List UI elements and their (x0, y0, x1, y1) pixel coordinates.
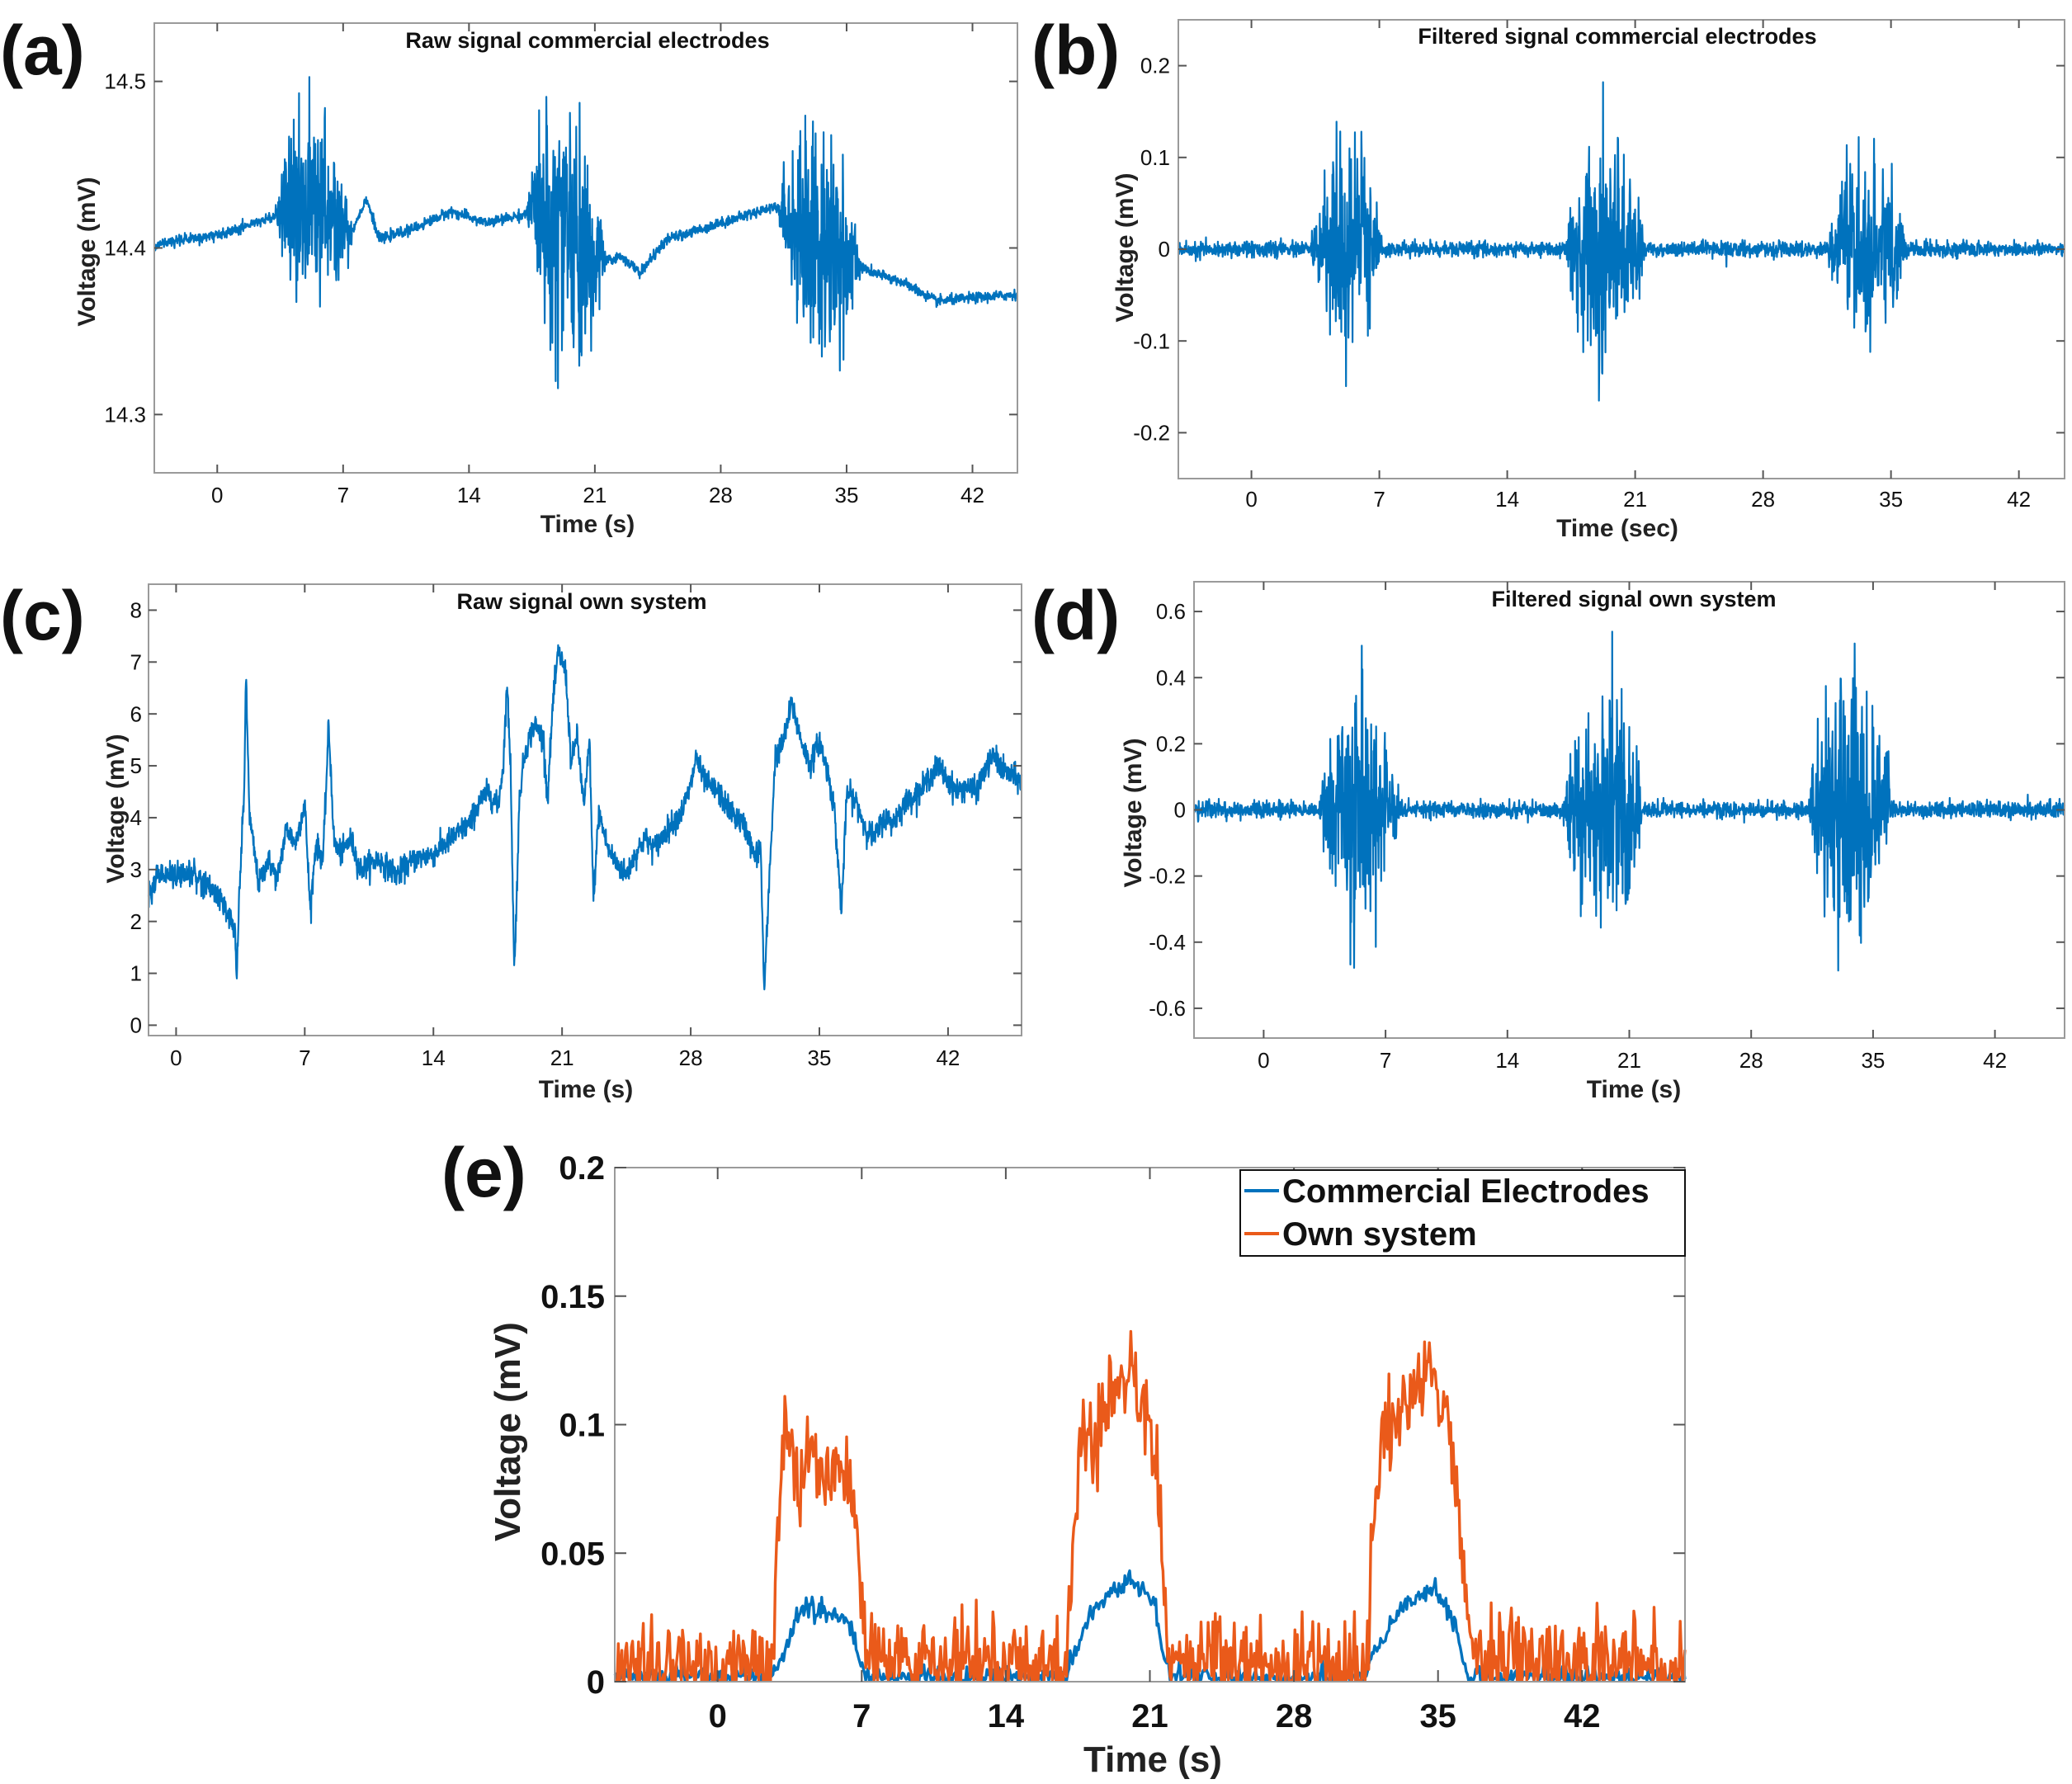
y-tick-label: 0.05 (540, 1536, 605, 1572)
panel-e-xlabel: Time (s) (1083, 1739, 1222, 1780)
y-tick-label: 3 (130, 857, 142, 882)
y-tick-label: 2 (130, 909, 142, 934)
series-line-raw-signal (153, 76, 1019, 389)
y-tick-label: 0 (587, 1664, 605, 1701)
panel-b-filtered-commercial: (b) Filtered signal commercial electrode… (1031, 12, 2066, 542)
x-tick-label: 21 (1131, 1698, 1168, 1734)
y-tick-label: 0.2 (1156, 731, 1186, 756)
plot-frame (148, 583, 1022, 1036)
y-tick-label: 8 (130, 598, 142, 623)
x-tick-label: 0 (170, 1045, 182, 1070)
panel-b-xlabel: Time (sec) (1556, 515, 1678, 542)
panel-b-letter: (b) (1031, 12, 1120, 89)
x-tick-label: 35 (1861, 1048, 1885, 1073)
y-tick-label: 0.2 (559, 1150, 605, 1187)
panel-d-xlabel: Time (s) (1587, 1076, 1681, 1103)
x-tick-label: 0 (709, 1698, 727, 1734)
panel-d-ylabel: Voltage (mV) (1120, 738, 1147, 887)
y-tick-label: -0.2 (1149, 864, 1186, 889)
y-tick-label: 14.3 (104, 402, 146, 427)
y-tick-label: 1 (130, 961, 142, 986)
x-tick-label: 21 (550, 1045, 574, 1070)
panel-d-title: Filtered signal own system (1491, 587, 1776, 611)
panel-e-envelopes: (e) 0 7 14 21 28 35 42 0 0.05 0.1 0.15 0.2 Time (s)… (441, 1134, 1687, 1780)
panel-a-xlabel: Time (s) (540, 511, 635, 538)
legend-label-own-system: Own system (1282, 1216, 1477, 1253)
x-tick-label: 35 (1879, 487, 1903, 512)
y-tick-label: 4 (130, 805, 142, 830)
x-tick-label: 7 (1380, 1048, 1391, 1073)
x-tick-label: 28 (1276, 1698, 1313, 1734)
panel-e-legend: Commercial Electrodes Own system (1239, 1169, 1686, 1257)
panel-e-letter: (e) (441, 1134, 526, 1211)
x-tick-label: 21 (1623, 487, 1647, 512)
panel-b-title: Filtered signal commercial electrodes (1418, 24, 1816, 49)
x-tick-label: 42 (1564, 1698, 1601, 1734)
panel-c-title: Raw signal own system (456, 589, 706, 614)
y-tick-label: 6 (130, 701, 142, 726)
panel-a-ylabel: Voltage (mV) (73, 177, 101, 326)
series-line-filtered-signal (1177, 81, 2066, 402)
y-tick-label: 0.6 (1156, 599, 1186, 624)
y-tick-label: 14.4 (104, 236, 146, 261)
series-line-own-system (614, 1329, 1687, 1683)
panel-b-ylabel: Voltage (mV) (1112, 172, 1139, 322)
y-tick-label: 0 (130, 1013, 142, 1038)
y-tick-label: 0.1 (1140, 145, 1170, 170)
x-tick-label: 7 (299, 1045, 310, 1070)
y-tick-label: 7 (130, 649, 142, 674)
legend-box (1239, 1169, 1686, 1257)
panel-c-ylabel: Voltage (mV) (102, 734, 130, 883)
x-tick-label: 0 (1245, 487, 1257, 512)
x-tick-label: 42 (960, 483, 984, 507)
x-tick-label: 35 (808, 1045, 832, 1070)
panel-a-letter: (a) (0, 12, 85, 89)
x-tick-label: 35 (835, 483, 859, 507)
x-tick-label: 28 (709, 483, 733, 507)
y-tick-label: -0.2 (1133, 421, 1170, 446)
panel-a-title: Raw signal commercial electrodes (405, 28, 769, 53)
y-tick-label: -0.1 (1133, 328, 1170, 353)
panel-c-xlabel: Time (s) (539, 1076, 633, 1103)
x-tick-label: 0 (211, 483, 223, 507)
panel-d-filtered-own: (d) Filtered signal own system 0 7 14 21 28 3… (1031, 577, 2066, 1103)
series-line-raw-signal (147, 644, 1023, 991)
y-tick-label: 0 (1174, 798, 1186, 823)
x-tick-label: 28 (679, 1045, 703, 1070)
x-tick-label: 7 (1373, 487, 1385, 512)
x-tick-label: 28 (1739, 1048, 1763, 1073)
x-tick-label: 28 (1751, 487, 1775, 512)
x-tick-label: 7 (337, 483, 349, 507)
x-tick-label: 0 (1258, 1048, 1269, 1073)
x-tick-label: 42 (2007, 487, 2031, 512)
y-tick-label: -0.6 (1149, 996, 1186, 1021)
x-tick-label: 14 (988, 1698, 1025, 1734)
x-tick-label: 14 (1495, 1048, 1519, 1073)
y-tick-label: 0.2 (1140, 54, 1170, 78)
panel-c-letter: (c) (0, 577, 85, 654)
x-tick-label: 7 (852, 1698, 871, 1734)
y-tick-label: 0 (1159, 237, 1170, 262)
x-tick-label: 21 (1617, 1048, 1641, 1073)
x-tick-label: 35 (1419, 1698, 1456, 1734)
panel-d-letter: (d) (1031, 577, 1120, 654)
panel-c-raw-own: (c) Raw signal own system 0 7 14 21 28 35 4201… (0, 577, 1023, 1103)
y-tick-label: 14.5 (104, 69, 146, 94)
y-tick-label: -0.4 (1149, 930, 1186, 955)
x-tick-label: 14 (422, 1045, 446, 1070)
x-tick-label: 14 (457, 483, 481, 507)
series-line-filtered-signal (1192, 630, 2066, 972)
y-tick-label: 0.1 (559, 1408, 605, 1444)
x-tick-label: 14 (1495, 487, 1519, 512)
x-tick-label: 42 (1983, 1048, 2007, 1073)
panel-a-raw-commercial: (a) Raw signal commercial electrodes 0 7 1… (0, 12, 1019, 538)
panel-e-ylabel: Voltage (mV) (488, 1322, 528, 1541)
y-tick-label: 0.15 (540, 1279, 605, 1315)
legend-label-commercial: Commercial Electrodes (1282, 1173, 1650, 1210)
y-tick-label: 5 (130, 753, 142, 778)
y-tick-label: 0.4 (1156, 665, 1186, 690)
x-tick-label: 21 (583, 483, 606, 507)
x-tick-label: 42 (936, 1045, 960, 1070)
